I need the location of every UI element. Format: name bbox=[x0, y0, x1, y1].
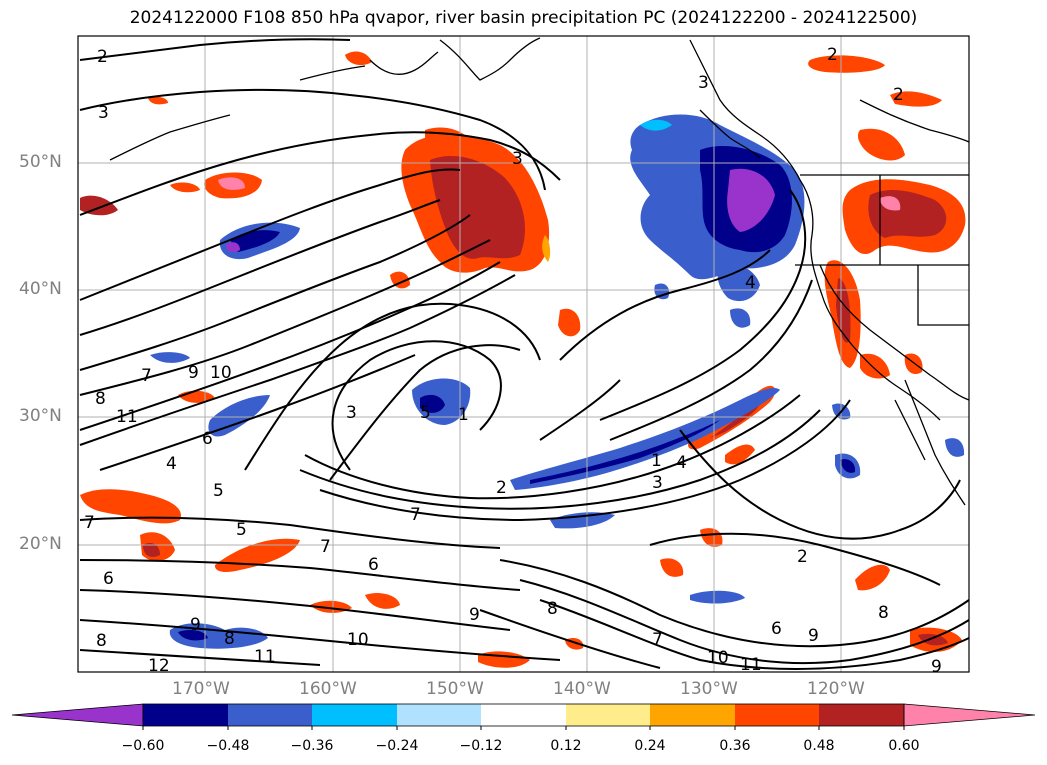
contour-label: 9 bbox=[190, 615, 201, 635]
map-frame bbox=[77, 35, 970, 673]
colorbar-cell bbox=[481, 704, 566, 726]
contour-label: 4 bbox=[745, 273, 756, 293]
contour-label: 6 bbox=[771, 619, 782, 639]
contour-label: 7 bbox=[141, 366, 152, 386]
contour-label: 9 bbox=[808, 626, 819, 646]
contour-label: 9 bbox=[188, 363, 199, 383]
contour-label: 11 bbox=[116, 407, 138, 427]
contour-label: 9 bbox=[469, 605, 480, 625]
contour-label: 4 bbox=[166, 454, 177, 474]
lat-label: 50°N bbox=[19, 152, 62, 172]
contour-label: 12 bbox=[148, 656, 170, 676]
contour-label: 8 bbox=[95, 389, 106, 409]
contour-label: 9 bbox=[931, 657, 942, 677]
lon-label: 160°W bbox=[299, 679, 357, 699]
contour-label: 2 bbox=[797, 547, 808, 567]
contour-label: 10 bbox=[707, 648, 729, 668]
contour-label: 2 bbox=[893, 85, 904, 105]
colorbar-tick-label: 0.36 bbox=[719, 738, 751, 754]
contour-label: 8 bbox=[878, 603, 889, 623]
contour-labels: 2 3 3 2 2 3 4 7 9 10 8 11 6 4 5 5 7 6 3 … bbox=[84, 45, 942, 677]
colorbar-extend-min bbox=[11, 703, 144, 727]
coastlines bbox=[109, 37, 970, 506]
colorbar-extend-max bbox=[903, 703, 1036, 727]
lat-label: 30°N bbox=[19, 406, 62, 426]
contour-label: 2 bbox=[97, 47, 108, 67]
contour-label: 6 bbox=[202, 429, 213, 449]
colorbar-tick-label: −0.60 bbox=[121, 738, 165, 754]
contour-label: 7 bbox=[410, 505, 421, 525]
colorbar-cell bbox=[397, 704, 481, 726]
colorbar-cell bbox=[143, 704, 228, 726]
positive-precip-shading bbox=[80, 51, 966, 668]
contour-label: 3 bbox=[346, 403, 357, 423]
colorbar-cell bbox=[650, 704, 735, 726]
contour-label: 8 bbox=[547, 599, 558, 619]
contour-label: 4 bbox=[676, 453, 687, 473]
colorbar-outline bbox=[142, 703, 905, 727]
colorbar-tick-label: 0.12 bbox=[550, 738, 582, 754]
map-title: 2024122000 F108 850 hPa qvapor, river ba… bbox=[129, 8, 918, 28]
contour-label: 6 bbox=[103, 569, 114, 589]
colorbar-tick-label: 0.24 bbox=[634, 738, 666, 754]
lon-label: 140°W bbox=[553, 679, 611, 699]
contour-label: 7 bbox=[652, 630, 663, 650]
colorbar-cell bbox=[735, 704, 819, 726]
colorbar-cell bbox=[228, 704, 312, 726]
contour-label: 7 bbox=[320, 537, 331, 557]
colorbar-cell bbox=[566, 704, 650, 726]
contour-label: 11 bbox=[740, 655, 762, 675]
contour-label: 8 bbox=[96, 631, 107, 651]
contour-label: 5 bbox=[236, 520, 247, 540]
lon-label: 120°W bbox=[807, 679, 865, 699]
colorbar-tick-label: −0.24 bbox=[375, 738, 419, 754]
contour-label: 8 bbox=[224, 629, 235, 649]
qvapor-contours bbox=[79, 38, 970, 670]
contour-label: 1 bbox=[651, 451, 662, 471]
lat-label: 20°N bbox=[19, 534, 62, 554]
colorbar-cell bbox=[819, 704, 904, 726]
contour-label: 10 bbox=[347, 630, 369, 650]
contour-label: 3 bbox=[652, 473, 663, 493]
colorbar-tick-label: −0.12 bbox=[459, 738, 503, 754]
contour-label: 2 bbox=[496, 478, 507, 498]
lon-label: 150°W bbox=[426, 679, 484, 699]
contour-label: 3 bbox=[98, 103, 109, 123]
negative-precip-shading bbox=[150, 114, 965, 649]
colorbar-tick-label: −0.48 bbox=[206, 738, 250, 754]
lat-label: 40°N bbox=[19, 279, 62, 299]
contour-label: 1 bbox=[458, 405, 469, 425]
lon-label: 130°W bbox=[680, 679, 738, 699]
contour-label: 5 bbox=[420, 403, 431, 423]
contour-label: 5 bbox=[213, 481, 224, 501]
colorbar-tick-label: 0.48 bbox=[803, 738, 835, 754]
contour-label: 6 bbox=[368, 555, 379, 575]
contour-label: 2 bbox=[827, 45, 838, 65]
colorbar-cell bbox=[312, 704, 397, 726]
contour-label: 3 bbox=[698, 73, 709, 93]
contour-label: 7 bbox=[84, 513, 95, 533]
contour-label: 3 bbox=[512, 149, 523, 169]
colorbar-tick-label: 0.60 bbox=[888, 738, 920, 754]
colorbar-tick-label: −0.36 bbox=[290, 738, 334, 754]
contour-label: 11 bbox=[254, 647, 276, 667]
contour-label: 10 bbox=[210, 363, 232, 383]
lon-label: 170°W bbox=[172, 679, 230, 699]
